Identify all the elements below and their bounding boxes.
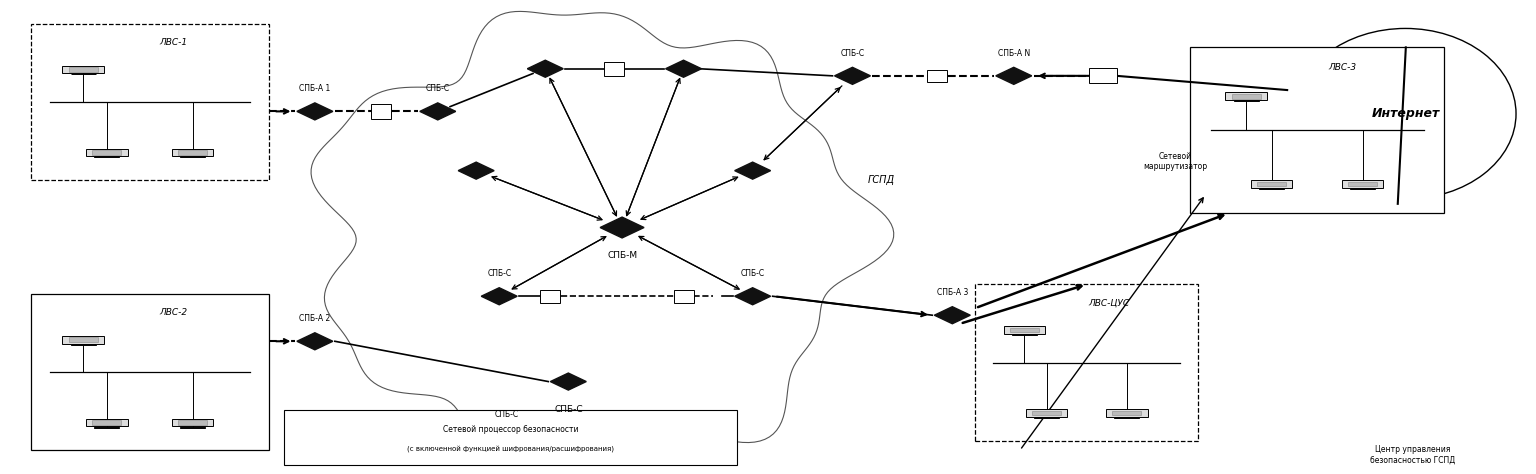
Polygon shape [734, 288, 771, 305]
Bar [605, 62, 624, 76]
Text: СПБ-А 3: СПБ-А 3 [937, 288, 968, 297]
Bar [86, 419, 127, 427]
Text: Интернет: Интернет [1372, 107, 1439, 120]
Bar [71, 73, 95, 74]
Text: СПБ-С: СПБ-С [495, 410, 519, 419]
Bar [1342, 180, 1384, 188]
Bar [1012, 334, 1037, 335]
Text: СПБ-А N: СПБ-А N [998, 49, 1029, 58]
Bar [1233, 100, 1258, 101]
Bar [928, 70, 946, 82]
Bar [1112, 411, 1141, 415]
Bar [180, 427, 206, 428]
Polygon shape [934, 307, 971, 324]
Polygon shape [834, 67, 871, 84]
Polygon shape [419, 103, 456, 120]
Bar [172, 148, 214, 156]
Polygon shape [550, 373, 587, 390]
Text: СПБ-С: СПБ-С [554, 405, 582, 414]
Bar [975, 284, 1198, 441]
Polygon shape [312, 11, 894, 460]
Bar [86, 148, 127, 156]
Bar [1003, 326, 1044, 334]
Text: СПБ-С: СПБ-С [740, 269, 765, 278]
Bar [1026, 409, 1068, 417]
Text: ГСПД: ГСПД [868, 175, 895, 185]
Polygon shape [296, 333, 333, 350]
Text: ЛВС-ЦУС: ЛВС-ЦУС [1089, 299, 1129, 308]
Bar [1106, 409, 1147, 417]
Polygon shape [458, 162, 495, 179]
Text: Сетевой процессор безопасности: Сетевой процессор безопасности [442, 425, 579, 434]
Bar [370, 104, 390, 118]
Bar [284, 410, 737, 465]
Text: СПБ-С: СПБ-С [425, 84, 450, 93]
Text: (с включенной функцией шифрования/расшифрования): (с включенной функцией шифрования/расшиф… [407, 446, 614, 453]
Bar [1350, 188, 1375, 189]
Bar [1226, 92, 1267, 100]
Text: СПБ-С: СПБ-С [487, 269, 511, 278]
Bar [31, 294, 269, 450]
Polygon shape [665, 60, 702, 77]
Bar [95, 427, 120, 428]
Bar [178, 150, 207, 155]
Bar [180, 156, 206, 157]
Bar [1349, 182, 1378, 186]
Polygon shape [527, 60, 564, 77]
Text: ЛВС-1: ЛВС-1 [160, 38, 187, 47]
Polygon shape [481, 288, 518, 305]
Bar [31, 24, 269, 180]
Bar [1190, 47, 1444, 213]
Bar [63, 336, 104, 344]
Bar [69, 67, 98, 72]
Bar [71, 344, 95, 345]
Bar [1032, 411, 1061, 415]
Bar [1256, 182, 1286, 186]
Text: Сетевой
маршрутизатор: Сетевой маршрутизатор [1143, 152, 1207, 171]
Bar [69, 337, 98, 342]
Text: СПБ-А 1: СПБ-А 1 [300, 84, 330, 93]
Bar [92, 150, 121, 155]
Text: Центр управления
безопасностью ГСПД: Центр управления безопасностью ГСПД [1370, 445, 1456, 465]
Polygon shape [995, 67, 1032, 84]
Ellipse shape [1295, 28, 1516, 199]
Polygon shape [296, 103, 333, 120]
Polygon shape [734, 162, 771, 179]
Bar [673, 290, 694, 303]
Bar [95, 156, 120, 157]
Bar [178, 420, 207, 425]
Bar [1009, 328, 1038, 332]
Bar [1232, 94, 1261, 99]
Bar [1260, 188, 1284, 189]
Bar [92, 420, 121, 425]
Bar [1114, 417, 1140, 418]
Bar [541, 290, 561, 303]
Bar [1089, 68, 1117, 83]
Text: СПБ-А 2: СПБ-А 2 [300, 314, 330, 323]
Bar [1034, 417, 1058, 418]
Text: ЛВС-2: ЛВС-2 [160, 308, 187, 317]
Bar [63, 65, 104, 73]
Text: СПБ-С: СПБ-С [840, 49, 865, 58]
Text: ЛВС-3: ЛВС-3 [1329, 63, 1356, 72]
Text: СПБ-М: СПБ-М [607, 251, 637, 260]
Bar [172, 419, 214, 427]
Bar [1250, 180, 1292, 188]
Polygon shape [601, 217, 644, 238]
